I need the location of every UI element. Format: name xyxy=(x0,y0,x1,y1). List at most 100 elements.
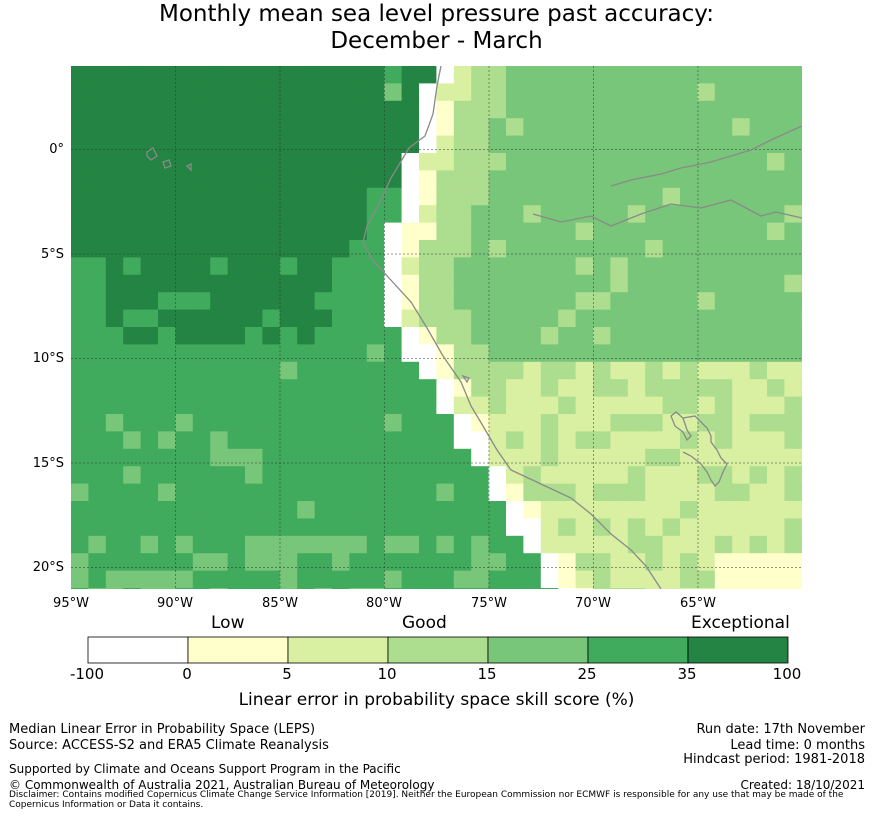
map-cell xyxy=(158,66,176,84)
map-cell xyxy=(175,553,194,572)
map-cell xyxy=(297,483,316,502)
map-cell xyxy=(575,466,594,485)
map-cell xyxy=(714,466,733,485)
colorbar-tick: 10 xyxy=(377,665,397,683)
map-cell xyxy=(245,118,263,137)
map-cell xyxy=(645,361,664,380)
map-cell xyxy=(627,588,646,589)
map-cell xyxy=(767,344,785,363)
map-cell xyxy=(210,153,229,171)
map-cell xyxy=(192,205,211,224)
map-cell xyxy=(262,327,281,345)
map-cell xyxy=(680,501,698,519)
map-cell xyxy=(593,396,611,415)
map-cell xyxy=(123,153,142,171)
map-cell xyxy=(749,118,768,137)
map-cell xyxy=(210,135,229,154)
map-cell xyxy=(245,448,263,467)
map-cell xyxy=(593,414,611,432)
map-cell xyxy=(227,240,246,258)
map-cell xyxy=(453,170,472,189)
map-cell xyxy=(123,327,142,345)
map-cell xyxy=(140,274,159,293)
map-cell xyxy=(140,153,159,171)
map-cell xyxy=(680,570,698,589)
map-cell xyxy=(645,118,664,137)
map-cell xyxy=(332,344,350,363)
map-cell xyxy=(714,135,733,154)
map-cell xyxy=(453,414,472,432)
map-cell xyxy=(140,535,159,554)
map-cell xyxy=(297,535,316,554)
map-cell xyxy=(714,240,733,258)
map-cell xyxy=(297,414,316,432)
map-cell xyxy=(767,431,785,450)
map-cell xyxy=(227,588,246,589)
map-cell xyxy=(714,588,733,589)
map-cell xyxy=(767,118,785,137)
map-cell xyxy=(436,448,455,467)
map-cell xyxy=(714,535,733,554)
colorbar-segment xyxy=(387,636,489,664)
map-cell xyxy=(523,309,542,328)
map-cell xyxy=(366,222,385,241)
map-cell xyxy=(558,135,577,154)
map-cell xyxy=(593,448,611,467)
map-cell xyxy=(366,431,385,450)
footer-copyright: © Commonwealth of Australia 2021, Austra… xyxy=(9,778,435,792)
map-cell xyxy=(366,135,385,154)
map-cell xyxy=(523,379,542,398)
map-cell xyxy=(540,66,559,84)
map-cell xyxy=(471,344,490,363)
map-cell xyxy=(88,396,107,415)
map-cell xyxy=(245,240,263,258)
map-cell xyxy=(540,309,559,328)
map-cell xyxy=(453,292,472,311)
map-cell xyxy=(192,187,211,206)
map-cell xyxy=(245,518,263,537)
map-cell xyxy=(610,118,629,137)
map-cell xyxy=(262,570,281,589)
map-cell xyxy=(662,448,681,467)
map-cell xyxy=(680,205,698,224)
map-cell xyxy=(767,570,785,589)
colorbar-segment xyxy=(487,636,589,664)
map-cell xyxy=(488,118,507,137)
map-cell xyxy=(645,187,664,206)
map-cell xyxy=(523,100,542,119)
map-cell xyxy=(784,83,802,102)
map-cell xyxy=(610,153,629,171)
footer-source: Source: ACCESS-S2 and ERA5 Climate Reana… xyxy=(9,738,329,753)
map-cell xyxy=(784,483,802,502)
map-cell xyxy=(714,118,733,137)
map-cell xyxy=(662,518,681,537)
map-cell xyxy=(627,483,646,502)
map-cell xyxy=(540,379,559,398)
map-cell xyxy=(662,274,681,293)
map-cell xyxy=(279,135,298,154)
map-cell xyxy=(71,466,89,485)
map-cell xyxy=(297,83,316,102)
map-cell xyxy=(471,414,490,432)
map-cell xyxy=(227,187,246,206)
map-cell xyxy=(627,153,646,171)
map-cell xyxy=(645,274,664,293)
map-cell xyxy=(332,240,350,258)
map-cell xyxy=(436,396,455,415)
map-cell xyxy=(297,100,316,119)
map-cell xyxy=(784,100,802,119)
map-cell xyxy=(610,501,629,519)
map-cell xyxy=(593,588,611,589)
map-cell xyxy=(140,292,159,311)
map-cell xyxy=(105,153,124,171)
map-cell xyxy=(227,153,246,171)
map-cell xyxy=(88,588,107,589)
map-cell xyxy=(332,83,350,102)
map-cell xyxy=(71,66,89,84)
map-cell xyxy=(88,361,107,380)
map-cell xyxy=(175,292,194,311)
map-cell xyxy=(645,553,664,572)
map-cell xyxy=(558,187,577,206)
map-cell xyxy=(732,170,751,189)
map-cell xyxy=(697,501,716,519)
